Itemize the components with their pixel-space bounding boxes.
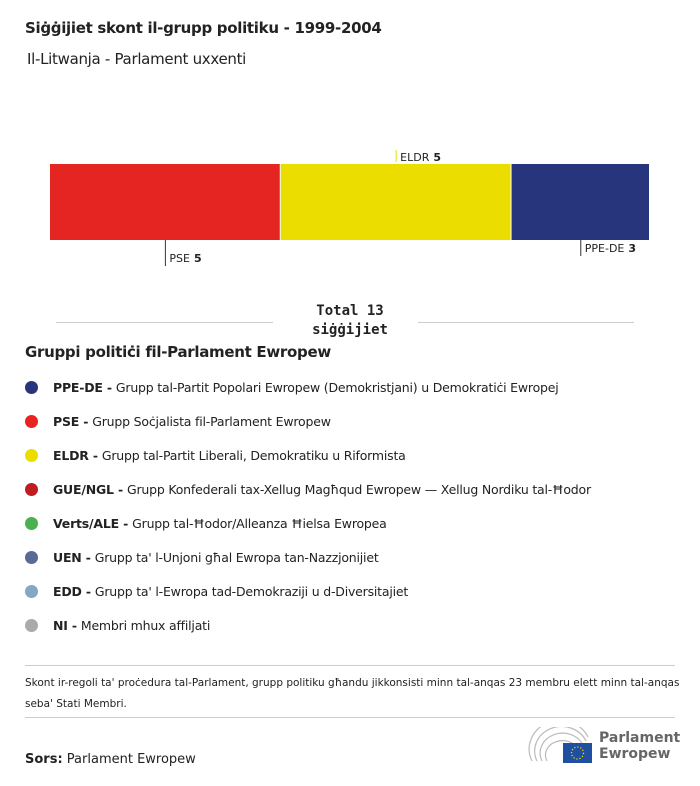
total-count: Total 13 <box>316 303 384 319</box>
legend-item: GUE/NGL - Grupp Konfederali tax-Xellug Ma… <box>25 472 591 506</box>
legend-abbr: NI - <box>53 617 77 633</box>
legend-item: EDD - Grupp ta' l-Ewropa tad-Demokraziji … <box>25 574 591 608</box>
divider <box>418 322 634 323</box>
legend-abbr: PPE-DE - <box>53 379 112 395</box>
hemicycle-eu-flag-icon <box>528 727 592 763</box>
legend-item: PPE-DE - Grupp tal-Partit Popolari Ewrope… <box>25 370 591 404</box>
divider <box>25 717 675 718</box>
source: Sors: Parlament Ewropew <box>25 752 196 767</box>
legend-item: Verts/ALE - Grupp tal-Ħodor/Alleanza Ħiel… <box>25 506 591 540</box>
footnote: Skont ir-regoli ta' proċedura tal-Parlam… <box>25 677 680 710</box>
legend-item: PSE - Grupp Soċjalista fil-Parlament Ewro… <box>25 404 591 438</box>
total-label: Total 13 siġġijiet <box>275 302 425 340</box>
divider <box>56 322 273 323</box>
legend-desc: Grupp ta' l-Ewropa tad-Demokraziji u d-D… <box>94 583 409 599</box>
legend-desc: Grupp tal-Partit Liberali, Demokratiku u… <box>101 447 406 463</box>
legend-abbr: PSE - <box>53 413 89 429</box>
legend-color-dot <box>25 482 38 496</box>
total-unit: siġġijiet <box>312 322 388 338</box>
legend-abbr: ELDR - <box>53 447 98 463</box>
legend-desc: Grupp ta' l-Unjoni għal Ewropa tan-Nazzj… <box>94 549 379 565</box>
legend-desc: Grupp Soċjalista fil-Parlament Ewropew <box>92 413 331 429</box>
data-label: PPE-DE 3 <box>585 242 636 255</box>
legend-color-dot <box>25 448 38 462</box>
legend-desc: Grupp tal-Partit Popolari Ewropew (Demok… <box>115 379 559 395</box>
stacked-bar-chart: PSE 5 ELDR 5 PPE-DE 3 <box>50 150 649 266</box>
legend-color-dot <box>25 414 38 428</box>
ep-logo: Parlament Ewropew <box>528 727 680 765</box>
legend: PPE-DE - Grupp tal-Partit Popolari Ewrope… <box>25 370 591 642</box>
divider <box>25 665 675 666</box>
legend-color-dot <box>25 550 38 564</box>
chart-subtitle: Il-Litwanja - Parlament uxxenti <box>27 50 247 68</box>
source-value: Parlament Ewropew <box>66 752 196 767</box>
legend-desc: Grupp Konfederali tax-Xellug Magħqud Ewr… <box>126 481 591 497</box>
logo-line1: Parlament <box>599 730 681 746</box>
legend-color-dot <box>25 516 38 530</box>
data-label: PSE 5 <box>169 252 201 265</box>
logo-line2: Ewropew <box>599 746 671 762</box>
legend-item: ELDR - Grupp tal-Partit Liberali, Demokra… <box>25 438 591 472</box>
legend-color-dot <box>25 380 38 394</box>
legend-desc: Grupp tal-Ħodor/Alleanza Ħielsa Ewropea <box>132 515 387 531</box>
legend-abbr: UEN - <box>53 549 91 565</box>
legend-abbr: GUE/NGL - <box>53 481 123 497</box>
bar-segment-eldr <box>280 164 511 240</box>
legend-color-dot <box>25 618 38 632</box>
legend-item: NI - Membri mhux affiljati <box>25 608 591 642</box>
bar-segment-ppe-de <box>511 164 649 240</box>
bar-segment-pse <box>50 164 280 240</box>
legend-abbr: EDD - <box>53 583 91 599</box>
chart-title: Siġġijiet skont il-grupp politiku - 1999… <box>25 19 382 37</box>
source-label: Sors: <box>25 752 63 767</box>
legend-color-dot <box>25 584 38 598</box>
legend-abbr: Verts/ALE - <box>53 515 129 531</box>
legend-item: UEN - Grupp ta' l-Unjoni għal Ewropa tan-… <box>25 540 591 574</box>
legend-desc: Membri mhux affiljati <box>80 617 211 633</box>
data-label: ELDR 5 <box>400 151 441 164</box>
legend-title: Gruppi politiċi fil-Parlament Ewropew <box>25 343 331 361</box>
